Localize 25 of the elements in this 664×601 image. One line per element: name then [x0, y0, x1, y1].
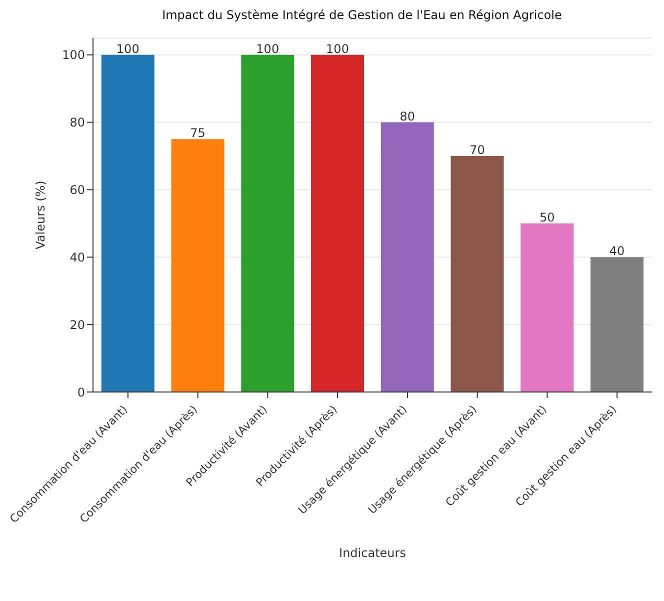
data-label: 100	[116, 42, 140, 56]
data-label: 50	[539, 210, 555, 224]
y-tick-label: 100	[62, 48, 85, 62]
y-tick-label: 20	[70, 318, 85, 332]
y-axis-title: Valeurs (%)	[33, 180, 48, 250]
y-tick-label: 60	[70, 182, 85, 197]
data-label: 70	[470, 143, 485, 157]
bar	[450, 156, 504, 392]
bar	[241, 54, 294, 392]
chart-title: Impact du Système Intégré de Gestion de l'Eau en Région Agricole	[161, 8, 563, 22]
x-axis-title: Indicateurs	[339, 546, 406, 560]
y-tick-label: 0	[77, 385, 85, 400]
data-label: 80	[400, 109, 416, 124]
bar	[380, 122, 434, 392]
data-label: 75	[190, 126, 206, 140]
bar	[171, 139, 224, 392]
bar	[101, 54, 154, 392]
bar	[311, 54, 364, 392]
y-tick-label: 80	[70, 116, 85, 130]
bar	[590, 257, 644, 392]
y-tick-label: 40	[70, 250, 85, 264]
data-label: 40	[609, 244, 625, 258]
data-label: 100	[256, 42, 280, 56]
data-label: 100	[326, 42, 349, 56]
bar	[520, 223, 574, 392]
